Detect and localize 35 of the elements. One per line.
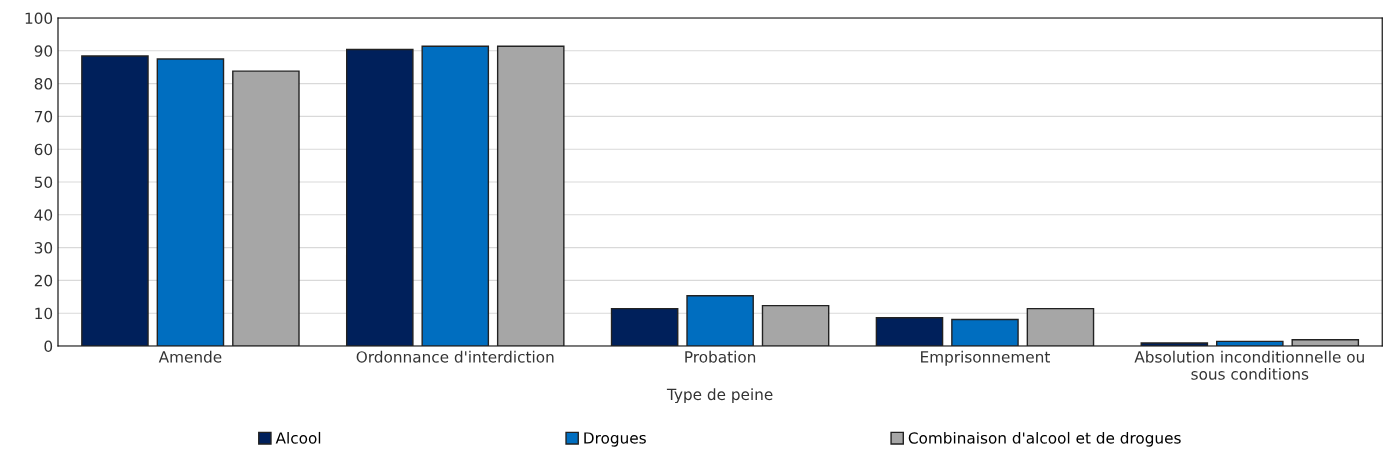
legend-label: Drogues xyxy=(584,432,646,447)
bar xyxy=(496,45,565,346)
y-tick-label: 0 xyxy=(44,340,53,353)
x-axis-title: Type de peine xyxy=(666,388,773,404)
bar xyxy=(232,70,300,346)
y-tick-label: 10 xyxy=(35,307,53,320)
bar xyxy=(421,45,490,346)
bar xyxy=(1140,342,1209,346)
x-tick-label: Emprisonnement xyxy=(921,350,1050,366)
y-tick-label: 80 xyxy=(34,78,53,90)
x-tick-label: Probation xyxy=(685,350,756,363)
x-tick-label: Ordonnance d'interdiction xyxy=(356,350,554,363)
bar xyxy=(610,307,679,346)
y-tick-label: 20 xyxy=(34,274,53,287)
bar xyxy=(1291,339,1360,346)
y-tick-label: 100 xyxy=(25,12,53,25)
bar xyxy=(1216,340,1284,346)
bar xyxy=(156,58,225,346)
y-tick-label: 70 xyxy=(34,110,53,123)
legend-label: Alcool xyxy=(275,431,321,444)
bar xyxy=(761,304,830,346)
bar xyxy=(951,318,1019,346)
bar xyxy=(345,48,414,346)
y-tick-label: 40 xyxy=(34,209,53,221)
bar xyxy=(686,295,754,346)
bar xyxy=(1026,307,1095,346)
y-tick-label: 90 xyxy=(34,45,53,57)
legend-label: Combinaison d'alcool et de drogues xyxy=(908,431,1181,447)
x-tick-label: Absolution inconditionnelle ou sous conditions xyxy=(1134,350,1364,380)
y-tick-label: 50 xyxy=(34,176,53,189)
bar xyxy=(875,317,944,346)
x-tick-label: Amende xyxy=(158,350,222,363)
bar xyxy=(81,55,149,346)
y-tick-label: 30 xyxy=(34,242,53,254)
y-tick-label: 60 xyxy=(34,143,53,156)
